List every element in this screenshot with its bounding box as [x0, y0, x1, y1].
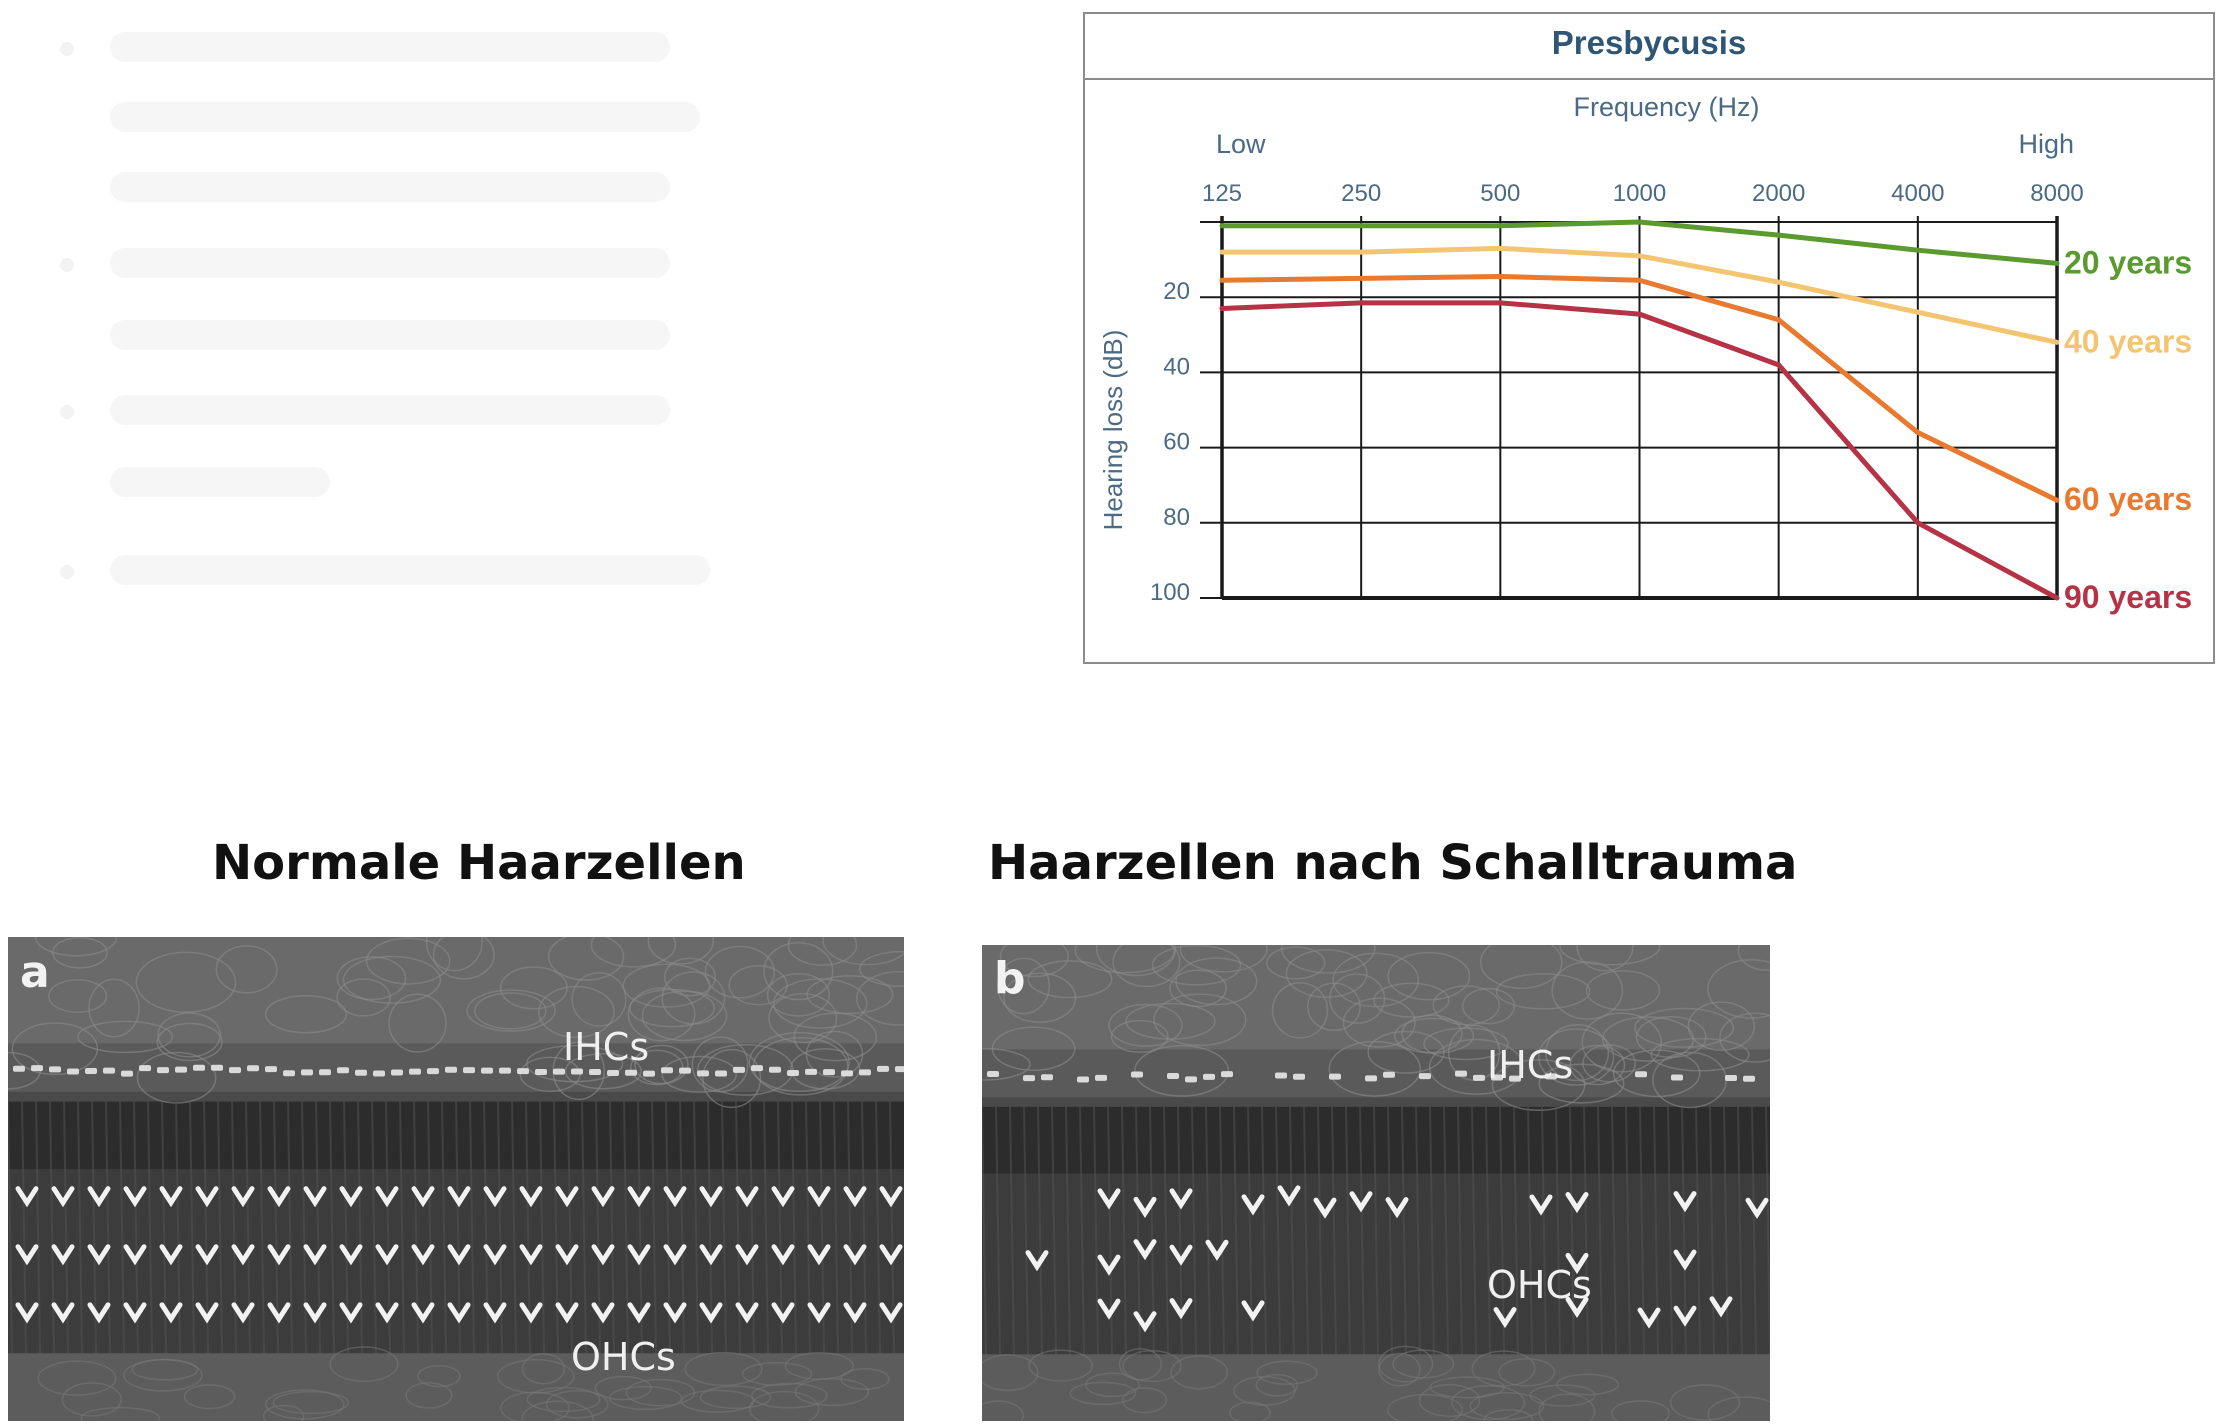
- series-line-40-years: [1219, 245, 2060, 345]
- x-tick-label: 8000: [2030, 180, 2083, 207]
- x-tick-label: 125: [1202, 180, 1242, 207]
- x-high-label: High: [2018, 129, 2074, 159]
- ihc-label-a: IHCs: [563, 1025, 650, 1069]
- x-tick-label: 1000: [1613, 180, 1666, 207]
- caption-hair-cells-after-trauma: Haarzellen nach Schalltrauma: [988, 835, 1798, 891]
- micrograph-trauma: b IHCs OHCs: [982, 945, 1770, 1421]
- series-label: 40 years: [2064, 323, 2192, 359]
- presbycusis-chart: Presbycusis Frequency (Hz) Low High 125 250 5…: [1083, 12, 2215, 664]
- y-tick-label: 20: [1163, 278, 1190, 305]
- panel-letter-a: a: [20, 947, 50, 998]
- micrograph-normal-texture: [8, 937, 904, 1421]
- y-axis-label: Hearing loss (dB): [1098, 330, 1128, 531]
- series-line-90-years: [1219, 300, 2060, 601]
- x-tick-label: 250: [1341, 180, 1381, 207]
- series-label: 90 years: [2064, 579, 2192, 615]
- panel-letter-b: b: [994, 953, 1026, 1004]
- series-label: 20 years: [2064, 244, 2192, 280]
- x-tick-label: 500: [1480, 180, 1520, 207]
- caption-normal-hair-cells: Normale Haarzellen: [212, 835, 746, 891]
- x-low-label: Low: [1216, 129, 1266, 159]
- ihc-label-b: IHCs: [1487, 1043, 1574, 1087]
- y-tick-label: 40: [1163, 353, 1190, 380]
- series-line-60-years: [1219, 274, 2060, 503]
- series-line-20-years: [1219, 219, 2060, 266]
- chart-title-bar: Presbycusis: [1085, 14, 2213, 80]
- x-axis-label: Frequency (Hz): [1573, 92, 1759, 122]
- y-tick-label: 60: [1163, 429, 1190, 456]
- y-tick-label: 100: [1150, 579, 1190, 606]
- chart-title: Presbycusis: [1551, 24, 1747, 61]
- x-tick-label: 2000: [1752, 180, 1805, 207]
- ohc-label-b: OHCs: [1487, 1263, 1592, 1307]
- micrograph-normal: a IHCs OHCs: [8, 937, 904, 1421]
- y-tick-label: 80: [1163, 504, 1190, 531]
- series-label: 60 years: [2064, 481, 2192, 517]
- x-tick-label: 4000: [1891, 180, 1944, 207]
- chart-plot: Frequency (Hz) Low High 125 250 500 1000 2000 40…: [1098, 92, 2192, 615]
- ohc-label-a: OHCs: [571, 1335, 676, 1379]
- micrograph-trauma-texture: [982, 945, 1770, 1421]
